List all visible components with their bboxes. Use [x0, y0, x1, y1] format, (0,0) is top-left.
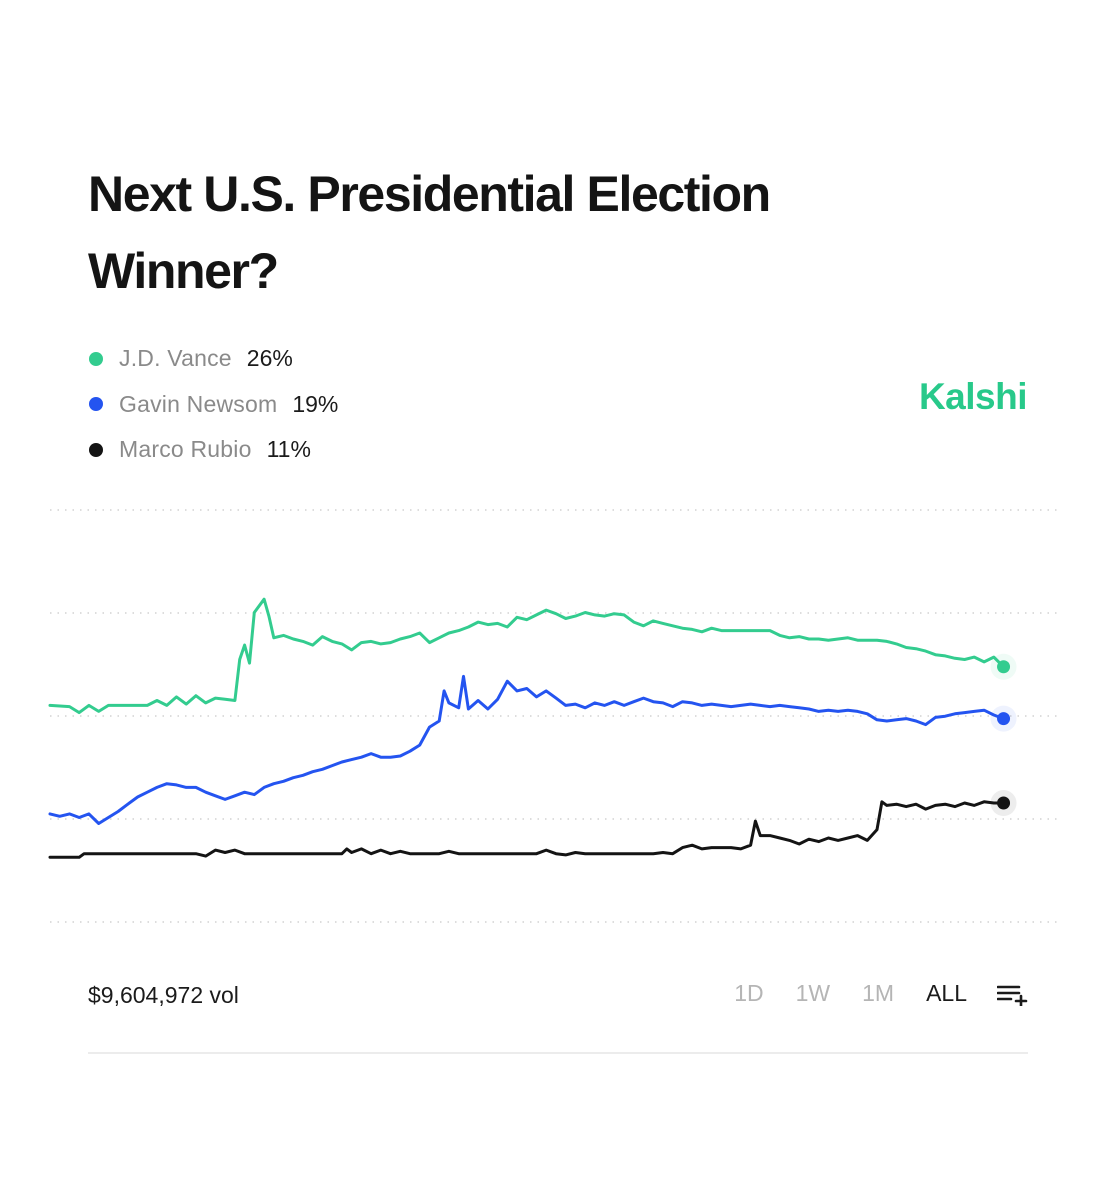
probability-chart[interactable] [0, 490, 1107, 940]
legend-name: Gavin Newsom [119, 390, 278, 417]
series-endpoint-1 [997, 712, 1011, 726]
legend-percentage: 19% [292, 390, 339, 417]
legend-item-vance[interactable]: J.D. Vance 26% [88, 336, 338, 382]
range-1w-button[interactable]: 1W [795, 980, 831, 1006]
legend-item-rubio[interactable]: Marco Rubio 11% [88, 427, 338, 473]
chart-settings-button[interactable] [997, 982, 1029, 1006]
volume-label: $9,604,972 vol [88, 982, 239, 1008]
brand-logo: Kalshi [918, 376, 1028, 417]
legend-dot-icon [89, 442, 103, 457]
range-1d-button[interactable]: 1D [734, 980, 764, 1006]
series-line-0 [48, 597, 1005, 715]
legend: J.D. Vance 26% Gavin Newsom 19% Marco Ru… [88, 336, 338, 473]
legend-name: Marco Rubio [119, 436, 252, 463]
legend-dot-icon [89, 397, 103, 412]
series-line-2 [48, 800, 1005, 859]
footer-divider [88, 1052, 1028, 1054]
series-endpoint-2 [997, 796, 1011, 810]
range-1m-button[interactable]: 1M [862, 980, 895, 1006]
legend-dot-icon [89, 351, 103, 366]
time-range-selector: 1D 1W 1M ALL [702, 980, 1029, 1007]
legend-name: J.D. Vance [119, 345, 232, 372]
page-title: Next U.S. Presidential Election Winner? [88, 166, 771, 299]
range-all-button[interactable]: ALL [926, 980, 967, 1006]
legend-percentage: 26% [246, 345, 293, 372]
legend-percentage: 11% [266, 436, 311, 463]
legend-item-newsom[interactable]: Gavin Newsom 19% [88, 382, 338, 428]
series-endpoint-0 [997, 660, 1011, 674]
list-plus-icon [997, 985, 1028, 1006]
series-line-1 [48, 674, 1005, 825]
